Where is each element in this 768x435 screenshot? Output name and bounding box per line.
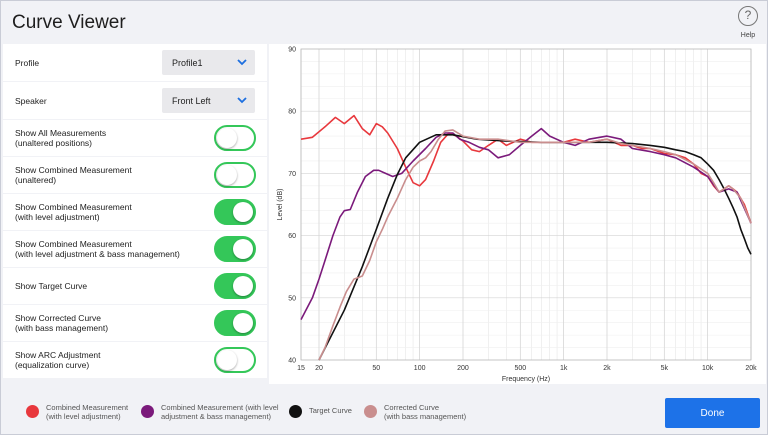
- speaker-value: Front Left: [172, 95, 211, 106]
- x-tick-label: 20k: [745, 365, 757, 372]
- toggle-corrected-curve[interactable]: [214, 310, 256, 336]
- page-title: Curve Viewer: [12, 12, 126, 33]
- done-button[interactable]: Done: [665, 398, 760, 428]
- speaker-dropdown[interactable]: Front Left: [162, 88, 255, 113]
- toggle-label: Show All Measurements (unaltered position…: [15, 128, 107, 148]
- plot-border: [300, 48, 752, 361]
- x-tick-label: 100: [414, 365, 426, 372]
- x-tick-label: 200: [457, 365, 469, 372]
- legend-item-combined-bass: Combined Measurement (with level adjustme…: [141, 403, 279, 421]
- y-tick-label: 70: [288, 171, 296, 178]
- toggle-knob: [217, 128, 237, 148]
- series-line-0: [300, 114, 752, 224]
- x-tick-label: 500: [514, 365, 526, 372]
- y-tick-label: 60: [288, 233, 296, 240]
- speaker-row: Speaker Front Left: [3, 82, 267, 119]
- x-tick-label: 2k: [603, 365, 611, 372]
- chart-panel: 15 20 50 100 200 500 1k 2k 5k 10k 20k 40 50 60 70 80 90 F…: [269, 44, 766, 384]
- toggle-label: Show ARC Adjustment (equalization curve): [15, 350, 101, 370]
- toggle-all-measurements[interactable]: [214, 125, 256, 151]
- toggle-knob: [233, 239, 253, 259]
- toggle-label: Show Combined Measurement (with level adj…: [15, 202, 132, 222]
- profile-row: Profile Profile1: [3, 44, 267, 81]
- profile-value: Profile1: [172, 57, 203, 68]
- x-tick-label: 10k: [702, 365, 714, 372]
- toggle-label: Show Combined Measurement (with level adj…: [15, 239, 180, 259]
- toggle-label: Show Target Curve: [15, 281, 88, 291]
- chevron-down-icon: [237, 97, 247, 104]
- toggle-label: Show Corrected Curve (with bass managemen…: [15, 313, 109, 333]
- x-tick-label: 5k: [661, 365, 669, 372]
- legend-text: Target Curve: [309, 406, 352, 415]
- toggle-combined-bass[interactable]: [214, 236, 256, 262]
- x-tick-label: 1k: [560, 365, 568, 372]
- x-axis-label: Frequency (Hz): [502, 376, 550, 383]
- toggle-row-all-measurements: Show All Measurements (unaltered position…: [3, 120, 267, 156]
- toggle-target-curve[interactable]: [214, 273, 256, 299]
- toggle-label: Show Combined Measurement (unaltered): [15, 165, 132, 185]
- y-tick-label: 90: [288, 47, 296, 54]
- help-button[interactable]: ? Help: [735, 6, 761, 39]
- toggle-knob: [217, 165, 237, 185]
- legend-text: Corrected Curve (with bass management): [384, 403, 467, 421]
- legend-item-target-curve: Target Curve: [289, 403, 352, 418]
- profile-label: Profile: [15, 58, 40, 68]
- toggle-knob: [233, 276, 253, 296]
- x-tick-label: 20: [315, 365, 323, 372]
- toggle-knob: [217, 350, 237, 370]
- series-line-1: [300, 127, 752, 320]
- toggle-row-combined-bass: Show Combined Measurement (with level adj…: [3, 231, 267, 267]
- settings-panel: Profile Profile1 Speaker Front Left Show…: [3, 44, 267, 380]
- toggle-combined-unaltered[interactable]: [214, 162, 256, 188]
- legend-dot: [141, 405, 154, 418]
- help-label: Help: [740, 32, 756, 39]
- toggle-arc-adjustment[interactable]: [214, 347, 256, 373]
- legend-dot: [364, 405, 377, 418]
- toggle-row-corrected-curve: Show Corrected Curve (with bass managemen…: [3, 305, 267, 341]
- toggle-row-target-curve: Show Target Curve: [3, 268, 267, 304]
- toggle-row-arc-adjustment: Show ARC Adjustment (equalization curve): [3, 342, 267, 378]
- footer-legend: Combined Measurement (with level adjustme…: [1, 389, 768, 435]
- toggle-knob: [233, 313, 253, 333]
- frequency-response-chart: 15 20 50 100 200 500 1k 2k 5k 10k 20k 40 50 60 70 80 90 F…: [277, 47, 757, 384]
- toggle-row-combined-level: Show Combined Measurement (with level adj…: [3, 194, 267, 230]
- y-axis-label: Level (dB): [277, 189, 284, 221]
- speaker-label: Speaker: [15, 96, 47, 106]
- y-tick-label: 40: [288, 358, 296, 365]
- legend-item-corrected-curve: Corrected Curve (with bass management): [364, 403, 466, 421]
- help-icon[interactable]: ?: [738, 6, 758, 26]
- legend-text: Combined Measurement (with level adjustme…: [46, 403, 129, 421]
- toggle-row-combined-unaltered: Show Combined Measurement (unaltered): [3, 157, 267, 193]
- toggle-combined-level[interactable]: [214, 199, 256, 225]
- legend-text: Combined Measurement (with level adjustme…: [161, 403, 279, 421]
- series-line-3: [318, 129, 752, 361]
- y-tick-label: 50: [288, 295, 296, 302]
- legend-dot: [289, 405, 302, 418]
- series-line-2: [318, 134, 752, 361]
- chevron-down-icon: [237, 59, 247, 66]
- toggle-knob: [233, 202, 253, 222]
- profile-dropdown[interactable]: Profile1: [162, 50, 255, 75]
- legend-item-combined-level: Combined Measurement (with level adjustme…: [26, 403, 128, 421]
- x-tick-label: 15: [297, 365, 305, 372]
- x-tick-label: 50: [372, 365, 380, 372]
- y-tick-label: 80: [288, 109, 296, 116]
- legend-dot: [26, 405, 39, 418]
